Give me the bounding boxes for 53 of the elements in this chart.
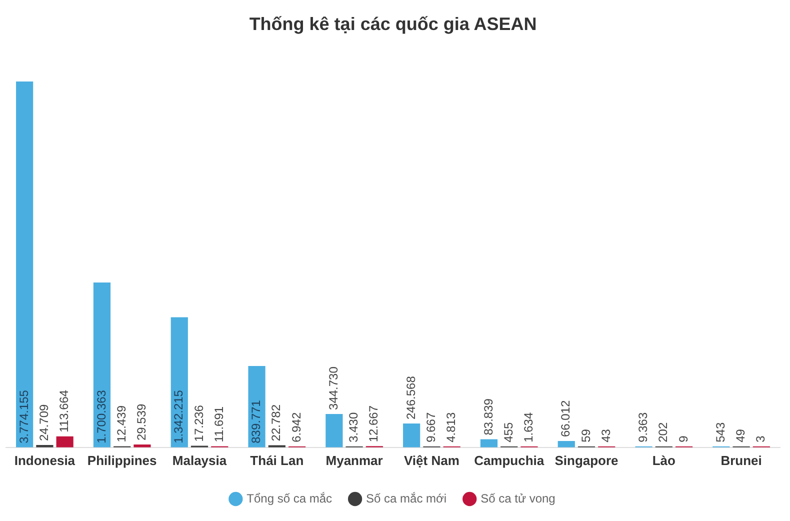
bar <box>558 441 575 448</box>
data-label: 113.664 <box>57 390 72 432</box>
bar <box>170 317 188 448</box>
data-label: 17.236 <box>192 404 206 442</box>
x-tick-label: Myanmar <box>326 452 383 468</box>
data-label: 344.730 <box>326 366 340 410</box>
data-label: 22.782 <box>269 404 284 442</box>
data-label: 24.709 <box>37 404 52 442</box>
x-tick-label: Malaysia <box>172 452 228 468</box>
bar <box>16 81 34 448</box>
data-label: 3 <box>754 435 768 442</box>
data-label: 9 <box>676 435 690 442</box>
bar <box>93 282 111 448</box>
x-tick-label: Indonesia <box>14 452 76 468</box>
bar <box>248 366 266 448</box>
data-label: 3.774.155 <box>16 390 31 444</box>
bar <box>326 414 343 448</box>
data-label: 9.667 <box>424 412 438 442</box>
bar <box>403 423 420 448</box>
data-label: 543 <box>713 422 728 442</box>
data-label: 12.667 <box>366 405 381 442</box>
x-tick-label: Philippines <box>87 452 157 468</box>
data-label: 66.012 <box>558 400 573 437</box>
data-label: 6.942 <box>289 412 304 442</box>
x-tick-label: Việt Nam <box>404 452 460 468</box>
data-label: 59 <box>578 428 593 442</box>
legend-label: Số ca mắc mới <box>366 491 447 506</box>
bar <box>480 439 498 448</box>
data-label: 83.839 <box>481 398 496 436</box>
chart-title: Thống kê tại các quốc gia ASEAN <box>249 14 537 34</box>
data-label: 455 <box>501 422 516 442</box>
data-label: 49 <box>734 428 748 442</box>
x-tick-label: Singapore <box>554 452 618 468</box>
x-tick-label: Lào <box>652 452 676 468</box>
data-label: 202 <box>656 422 670 442</box>
data-label: 11.691 <box>212 406 226 442</box>
data-label: 1.700.363 <box>94 390 108 444</box>
data-label: 43 <box>598 428 613 442</box>
data-label: 3.430 <box>346 412 361 442</box>
data-label: 4.813 <box>444 412 458 442</box>
legend-label: Tổng số ca mắc <box>246 491 332 506</box>
bar <box>56 436 74 448</box>
legend-label: Số ca tử vong <box>480 491 556 506</box>
data-label: 12.439 <box>114 405 128 442</box>
data-label: 839.771 <box>249 400 264 444</box>
x-tick-label: Thái Lan <box>250 452 304 468</box>
data-label: 9.363 <box>636 412 650 442</box>
data-label: 246.568 <box>404 376 418 420</box>
data-label: 29.539 <box>134 404 149 441</box>
data-label: 1.634 <box>522 412 536 442</box>
data-label: 1.342.215 <box>172 390 186 444</box>
x-tick-label: Campuchia <box>474 452 545 468</box>
x-tick-label: Brunei <box>720 452 762 468</box>
